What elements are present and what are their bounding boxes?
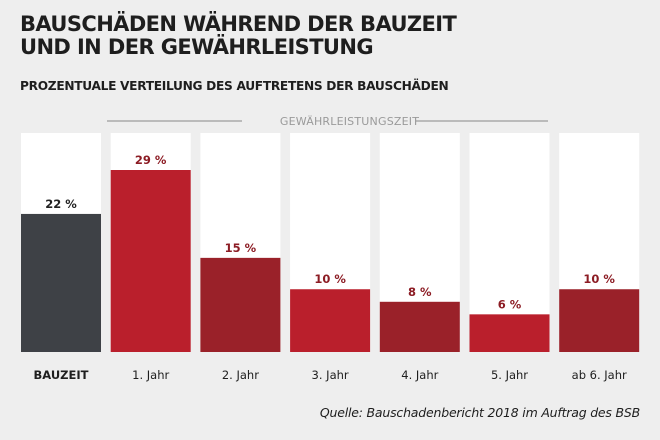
category-label: ab 6. Jahr xyxy=(572,368,627,382)
title-line-1: BAUSCHÄDEN WÄHREND DER BAUZEIT xyxy=(20,12,457,36)
title-line-2: UND IN DER GEWÄHRLEISTUNG xyxy=(20,35,374,59)
value-label: 15 % xyxy=(225,241,257,255)
category-label: 3. Jahr xyxy=(312,368,349,382)
category-label: 5. Jahr xyxy=(491,368,528,382)
bar xyxy=(469,314,550,352)
bar xyxy=(379,301,460,352)
bar xyxy=(110,170,191,352)
value-label: 22 % xyxy=(45,197,77,211)
category-label: 1. Jahr xyxy=(132,368,169,382)
bar xyxy=(200,257,281,352)
category-label: 4. Jahr xyxy=(401,368,438,382)
value-label: 6 % xyxy=(498,297,522,311)
value-label: 29 % xyxy=(135,153,167,167)
bar xyxy=(290,289,371,352)
category-label: 2. Jahr xyxy=(222,368,259,382)
bar xyxy=(21,213,101,352)
source-note: Quelle: Bauschadenbericht 2018 im Auftra… xyxy=(319,405,640,420)
chart-title: BAUSCHÄDEN WÄHREND DER BAUZEIT UND IN DE… xyxy=(20,12,457,59)
value-label: 8 % xyxy=(408,285,432,299)
value-label: 10 % xyxy=(314,272,346,286)
value-label: 10 % xyxy=(583,272,615,286)
category-label: BAUZEIT xyxy=(34,368,89,382)
bar xyxy=(559,289,640,352)
bracket-label: GEWÄHRLEISTUNGSZEIT xyxy=(280,115,419,128)
chart-subtitle: PROZENTUALE VERTEILUNG DES AUFTRETENS DE… xyxy=(20,79,449,93)
